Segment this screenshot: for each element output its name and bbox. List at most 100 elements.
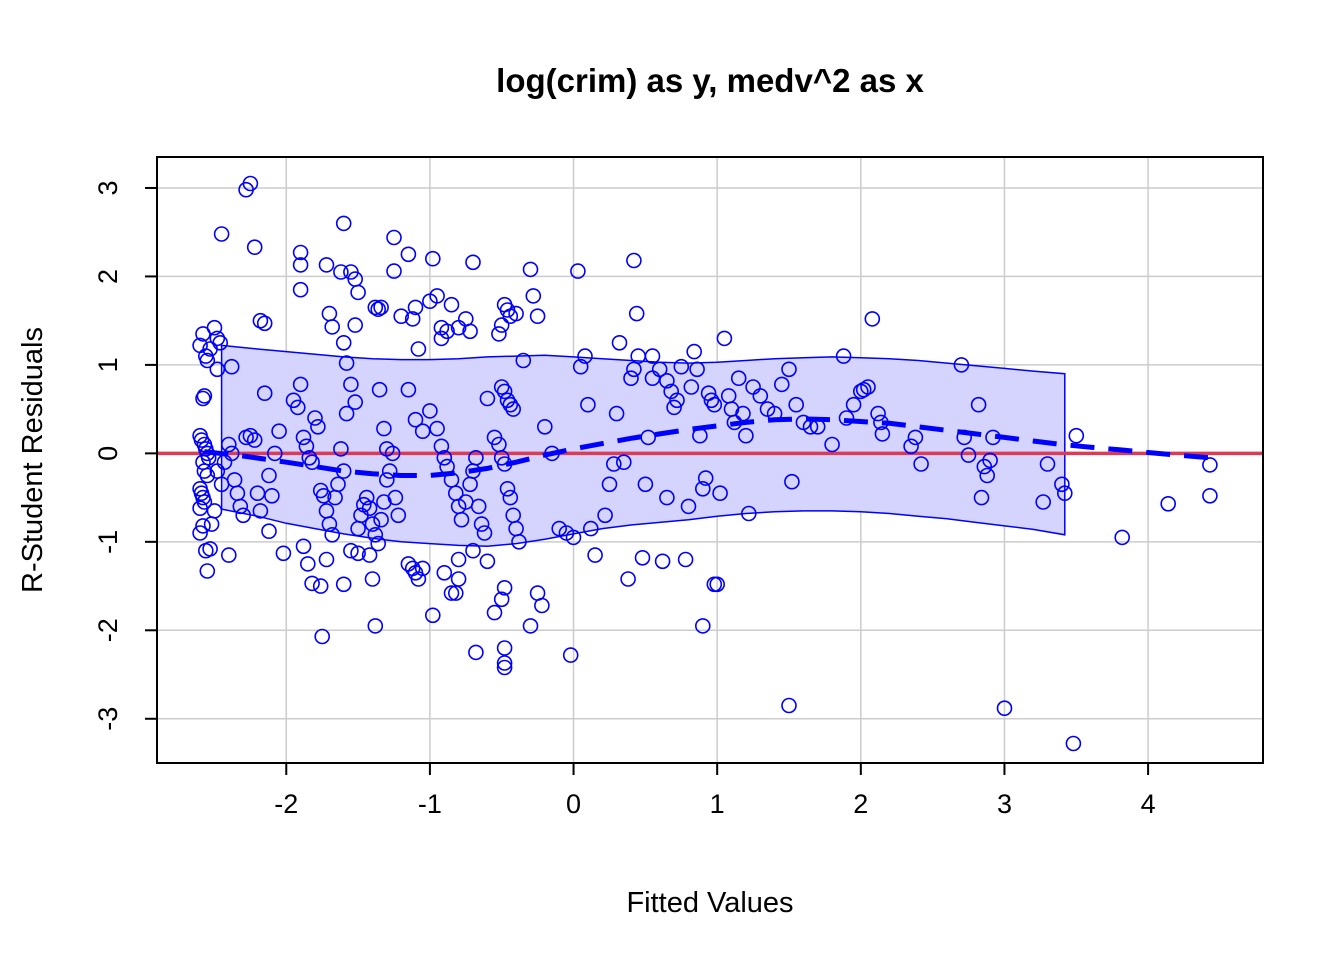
x-tick-label: 2: [853, 789, 868, 819]
data-point: [628, 305, 645, 322]
data-point: [493, 379, 510, 395]
data-point: [335, 463, 352, 479]
data-point: [414, 423, 431, 440]
data-point: [266, 445, 283, 462]
data-point: [386, 229, 402, 246]
data-point: [640, 429, 657, 446]
x-tick-label: -2: [274, 789, 298, 819]
data-point: [522, 261, 539, 278]
data-point: [476, 525, 493, 541]
data-point: [373, 299, 389, 316]
data-point: [683, 379, 700, 395]
data-point: [301, 449, 318, 466]
data-point: [223, 445, 240, 462]
data-point: [367, 618, 384, 634]
data-point: [1057, 485, 1073, 502]
data-point: [318, 257, 335, 273]
data-point: [333, 441, 349, 457]
data-point: [659, 489, 675, 506]
data-point: [659, 372, 675, 389]
data-point: [903, 438, 919, 455]
data-point: [626, 252, 642, 269]
data-point: [873, 414, 889, 431]
data-point: [350, 284, 366, 301]
data-point: [496, 659, 513, 676]
data-point: [324, 319, 341, 335]
data-point: [338, 355, 355, 371]
data-point: [601, 476, 618, 493]
data-point: [429, 420, 445, 437]
data-point: [400, 381, 417, 398]
data-point: [292, 257, 309, 273]
data-point: [615, 454, 632, 471]
data-point: [505, 401, 522, 417]
data-point: [304, 454, 320, 471]
data-point: [493, 591, 510, 608]
data-point: [680, 498, 697, 515]
data-point: [310, 418, 326, 435]
data-point: [996, 700, 1013, 717]
data-point: [292, 376, 309, 393]
data-point: [522, 618, 539, 634]
data-point: [373, 511, 389, 528]
data-point: [973, 489, 990, 506]
data-point: [694, 480, 711, 497]
y-tick-label: -1: [93, 530, 123, 554]
y-tick-label: 0: [93, 446, 123, 461]
data-point: [534, 597, 550, 614]
data-point: [256, 385, 273, 402]
data-point: [232, 498, 249, 515]
data-point: [502, 489, 519, 506]
data-point: [907, 429, 924, 446]
data-point: [462, 323, 478, 340]
data-point: [358, 489, 375, 506]
data-point: [985, 429, 1001, 446]
data-point: [209, 330, 226, 347]
data-point: [824, 436, 840, 453]
data-point: [393, 308, 410, 325]
data-point: [199, 352, 216, 369]
data-point: [562, 647, 579, 663]
data-point: [410, 341, 427, 357]
data-point: [913, 456, 929, 472]
data-point: [335, 334, 352, 351]
data-point: [491, 326, 507, 342]
data-point: [347, 394, 364, 410]
confidence-band: [220, 344, 1066, 548]
data-point: [376, 420, 392, 437]
data-point: [443, 296, 460, 313]
data-point: [343, 376, 359, 393]
data-point: [436, 564, 453, 581]
data-point: [511, 533, 527, 550]
data-point: [726, 414, 743, 431]
data-point: [335, 215, 352, 232]
data-point: [694, 618, 711, 634]
data-point: [686, 343, 703, 360]
data-point: [307, 410, 323, 426]
data-point: [242, 427, 259, 444]
data-point: [453, 511, 470, 528]
data-point: [386, 263, 402, 279]
data-point: [407, 411, 424, 428]
data-point: [716, 330, 733, 347]
data-point: [364, 516, 381, 532]
data-point: [361, 547, 378, 563]
data-point: [697, 470, 714, 486]
data-point: [390, 507, 407, 524]
data-point: [298, 438, 315, 455]
data-point: [196, 463, 213, 479]
data-point: [387, 489, 404, 506]
data-point: [544, 445, 560, 462]
data-point: [605, 456, 622, 472]
data-point: [242, 175, 259, 192]
data-point: [781, 697, 797, 714]
data-point: [706, 576, 723, 593]
data-point: [620, 571, 636, 587]
data-point: [246, 432, 263, 448]
data-point: [582, 520, 599, 537]
data-point: [206, 503, 223, 519]
data-point: [525, 288, 542, 304]
data-point: [611, 334, 628, 351]
data-point: [338, 405, 355, 422]
data-point: [960, 447, 977, 463]
